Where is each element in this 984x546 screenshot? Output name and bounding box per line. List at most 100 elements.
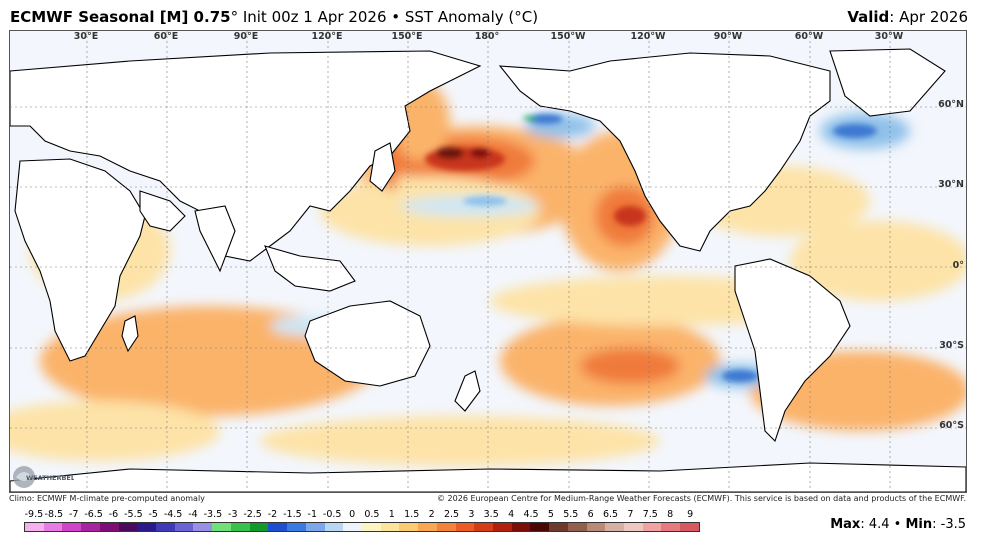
scale-swatch [418,523,437,531]
scale-label: -3 [228,509,238,520]
lon-label: 120°E [311,31,343,42]
copyright-note: © 2026 European Centre for Medium-Range … [437,494,966,503]
scale-swatch [287,523,306,531]
land-masses [10,48,966,492]
arabia [139,190,186,232]
scale-label: 3 [468,509,475,520]
scale-label: -5 [148,509,158,520]
scale-swatch [474,523,493,531]
scale-label: -4.5 [163,509,183,520]
lon-label: 120°W [630,31,666,42]
scale-label: -8.5 [44,509,64,520]
map-title: ECMWF Seasonal [M] 0.75° Init 00z 1 Apr … [10,8,538,26]
scale-swatch [343,523,362,531]
scale-label: -2.5 [243,509,262,520]
scale-swatch [455,523,475,531]
scale-label: -4 [188,509,198,520]
north-america [498,52,831,252]
scale-swatch [586,523,606,531]
scale-swatch [249,523,269,531]
sst-anomaly-map [9,30,967,493]
scale-swatch [605,523,624,531]
lat-label: 30°S [939,340,964,351]
max-min-stats: Max: 4.4 • Min: -3.5 [830,517,966,532]
scale-swatch [156,523,175,531]
lon-label: 150°E [391,31,423,42]
scale-label: 0 [349,509,356,520]
scale-label: 1 [388,509,395,520]
lon-label: 90°W [713,31,743,42]
max-value: : 4.4 [860,517,890,532]
scale-label: -2 [267,509,278,520]
maritime-se-asia [264,245,356,292]
scale-label: -0.5 [322,509,342,520]
south-america [734,258,851,443]
scale-swatch [380,523,400,531]
scale-swatch [174,523,194,531]
scale-label: 2 [428,509,435,520]
scale-swatch [305,523,325,531]
scale-label: -1.5 [283,509,302,520]
scale-label: 6 [587,509,594,520]
scale-swatch [230,523,250,531]
lon-label: 90°E [233,31,259,42]
scale-swatch [661,523,681,531]
lon-label: 180° [474,31,500,42]
scale-label: 7 [627,509,634,520]
lat-label: 60°N [938,99,964,110]
madagascar [121,315,139,353]
scale-swatch [62,523,82,531]
valid-date: Valid: Apr 2026 [847,8,968,26]
scale-label: 3.5 [483,509,499,520]
india [194,205,236,273]
lon-label: 30°W [874,31,904,42]
lon-label: 60°W [794,31,824,42]
scale-swatch [624,523,643,531]
scale-swatch [212,523,231,531]
scale-swatch [567,523,587,531]
stats-separator: • [889,517,906,532]
scale-bar [24,522,700,532]
scale-swatch [193,523,213,531]
scale-swatch [324,523,344,531]
lon-label: 60°E [153,31,179,42]
scale-label: -9.5 [24,509,44,520]
header: ECMWF Seasonal [M] 0.75° Init 00z 1 Apr … [0,0,984,30]
scale-swatch [642,523,662,531]
lon-label: 30°E [73,31,99,42]
scale-swatch [25,523,44,531]
japan [369,142,396,192]
min-label: Min [905,517,933,532]
min-value: : -3.5 [932,517,966,532]
max-label: Max [830,517,861,532]
scale-swatch [43,523,63,531]
australia [304,300,431,387]
title-model: ECMWF Seasonal [M] 0.75 [10,8,231,26]
scale-labels: -9.5 -8.5 -7 -6.5 -6 -5.5 -5 -4.5 -4 -3.5 -3 -2.5 -2… [24,509,700,521]
scale-swatch [530,523,550,531]
scale-label: 5 [547,509,554,520]
lat-label: 0° [952,260,964,271]
title-details: ° Init 00z 1 Apr 2026 • SST Anomaly (°C) [230,8,539,26]
scale-swatch [492,523,512,531]
scale-swatch [511,523,531,531]
scale-swatch [137,523,157,531]
scale-label: -7 [68,509,79,520]
scale-swatch [680,523,699,531]
greenland [829,48,946,117]
valid-value: : Apr 2026 [889,8,968,26]
lon-label: 150°W [550,31,586,42]
scale-label: 7.5 [642,509,658,520]
scale-label: 0.5 [364,509,380,520]
scale-label: 1.5 [404,509,420,520]
scale-swatch [268,523,288,531]
scale-swatch [81,523,100,531]
scale-swatch [549,523,568,531]
scale-label: 5.5 [563,509,579,520]
scale-label: -1 [307,509,318,520]
scale-swatch [399,523,419,531]
scale-label: -5.5 [124,509,143,520]
scale-swatch [361,523,381,531]
scale-label: 9 [687,509,694,520]
scale-label: 4 [508,509,515,520]
